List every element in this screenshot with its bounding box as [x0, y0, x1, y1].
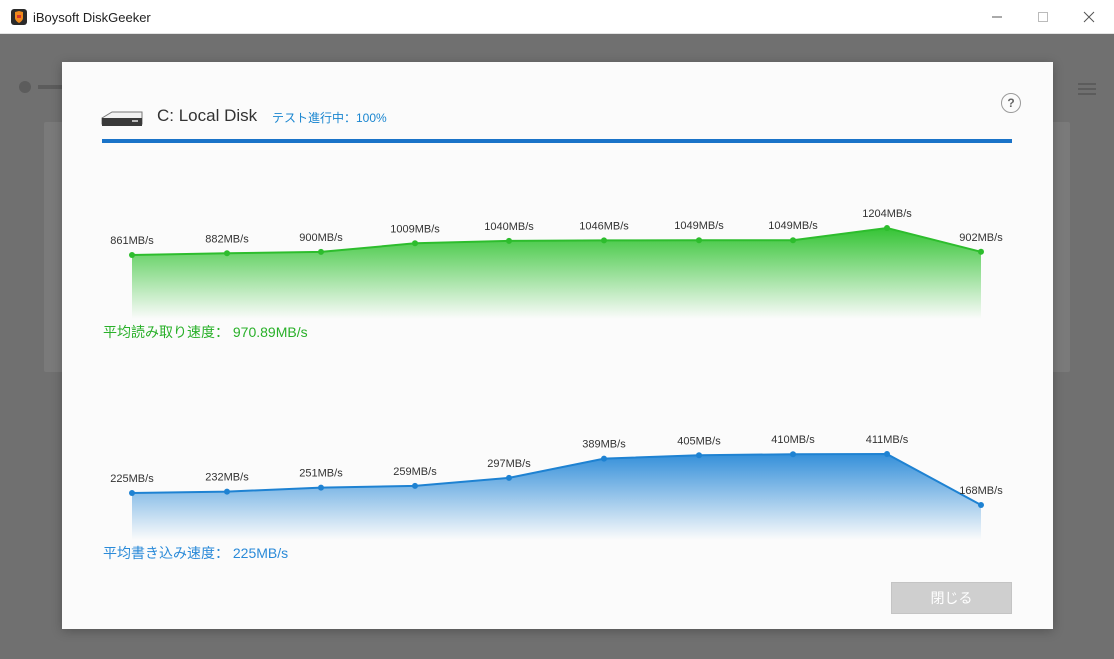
write-data-label: 405MB/s [677, 435, 721, 447]
write-data-point [790, 451, 796, 458]
progress-fill [102, 139, 1012, 143]
read-data-point [412, 240, 418, 247]
progress-bar [102, 139, 1012, 143]
write-data-label: 259MB/s [393, 466, 437, 478]
menu-placeholder [1078, 82, 1096, 96]
help-icon[interactable]: ? [1001, 93, 1021, 113]
write-data-point [506, 474, 512, 481]
read-data-point [129, 252, 135, 258]
read-data-label: 1040MB/s [484, 221, 534, 233]
read-data-point [978, 248, 984, 255]
speed-test-dialog: C: Local Disk テスト進行中：100% ? 861MB/s 882MB… [62, 62, 1053, 629]
read-data-label: 1049MB/s [768, 220, 818, 232]
write-data-label: 297MB/s [487, 458, 531, 470]
read-data-point [884, 225, 890, 231]
close-button[interactable]: 閉じる [891, 582, 1012, 614]
read-data-label: 1046MB/s [579, 220, 629, 232]
write-data-label: 251MB/s [299, 468, 343, 480]
read-data-label: 1049MB/s [674, 220, 724, 232]
write-data-point [412, 482, 418, 489]
window-title: iBoysoft DiskGeeker [33, 10, 151, 25]
title-bar: iBoysoft DiskGeeker [0, 0, 1114, 34]
read-data-label: 1009MB/s [390, 223, 440, 235]
maximize-button[interactable] [1020, 0, 1066, 34]
read-data-label: 882MB/s [205, 233, 249, 245]
read-data-label: 902MB/s [959, 232, 1003, 244]
write-data-label: 410MB/s [771, 434, 815, 446]
read-speed-line [131, 226, 982, 256]
average-write-speed: 平均書き込み速度： 225MB/s [103, 545, 289, 561]
maximize-icon [1038, 12, 1048, 22]
write-data-label: 389MB/s [582, 439, 626, 451]
write-speed-line [131, 452, 982, 506]
write-data-point [978, 502, 984, 508]
write-data-point [696, 452, 702, 459]
write-data-point [884, 451, 890, 457]
read-data-label: 861MB/s [110, 235, 154, 247]
test-progress-text: テスト進行中：100% [272, 111, 387, 125]
write-data-point [129, 490, 135, 496]
read-data-point [506, 237, 512, 244]
close-window-button[interactable] [1066, 0, 1112, 34]
write-data-label: 168MB/s [959, 485, 1003, 497]
read-data-point [318, 248, 324, 255]
average-read-speed: 平均読み取り速度： 970.89MB/s [103, 324, 308, 340]
minimize-button[interactable] [974, 0, 1020, 34]
speed-charts: 861MB/s 882MB/s 900MB/s 1009MB/s 1040MB/s 104… [110, 208, 1003, 540]
write-data-point [318, 484, 324, 491]
close-icon [1083, 11, 1095, 23]
disk-icon [101, 111, 143, 126]
write-data-point [224, 488, 230, 495]
read-data-point [601, 237, 607, 244]
read-data-label: 1204MB/s [862, 208, 912, 220]
app-logo-icon [11, 9, 27, 25]
read-data-label: 900MB/s [299, 232, 343, 244]
minimize-icon [992, 16, 1002, 18]
write-data-label: 411MB/s [866, 434, 909, 446]
write-speed-area [132, 454, 981, 540]
write-data-label: 232MB/s [205, 472, 249, 484]
disk-name: C: Local Disk [157, 106, 258, 125]
read-data-point [696, 237, 702, 244]
write-data-label: 225MB/s [110, 473, 154, 485]
write-data-point [601, 455, 607, 462]
read-data-point [790, 237, 796, 244]
read-speed-area [132, 228, 981, 319]
read-data-point [224, 250, 230, 257]
